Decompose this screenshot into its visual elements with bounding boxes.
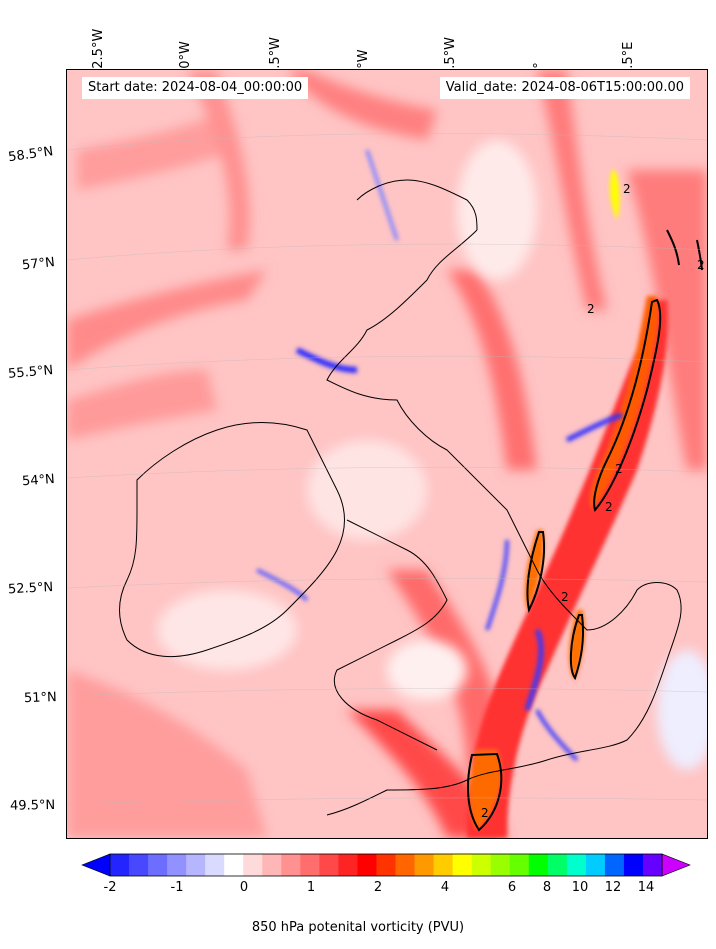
colorbar-tick-label: 12 (604, 880, 622, 895)
colorbar-ticks: -2 -1 0 1 2 4 6 8 10 12 14 (0, 880, 716, 900)
colorbar (81, 853, 691, 877)
lat-label: 55.5°N (7, 363, 54, 382)
colorbar-swatch (395, 854, 416, 876)
colorbar-tick-label: 0 (239, 880, 249, 895)
colorbar-extend-low (81, 853, 111, 877)
colorbar-tick-label: 10 (571, 880, 589, 895)
colorbar-swatch (262, 854, 282, 876)
colorbar-swatch (243, 854, 263, 876)
colorbar-swatch (376, 854, 397, 876)
colorbar-swatch (110, 854, 130, 876)
colorbar-swatch (642, 854, 663, 876)
colorbar-swatch (471, 854, 492, 876)
colorbar-swatch (338, 854, 358, 876)
colorbar-swatch (585, 854, 606, 876)
pv-contours (467, 229, 703, 832)
lat-label: 58.5°N (7, 144, 55, 166)
colorbar-tick-label: 1 (306, 880, 316, 895)
contour-label: 2 (587, 302, 595, 316)
contour-label: 2 (623, 182, 631, 196)
colorbar-tick-label: 2 (373, 880, 383, 895)
lat-label: 51°N (23, 690, 58, 707)
colorbar-swatch (300, 854, 320, 876)
colorbar-swatch (319, 854, 339, 876)
lat-label: 54°N (21, 472, 56, 490)
pv-negative-streaks (256, 149, 623, 762)
map-panel: 2 2 2 2 2 2 2 (66, 69, 708, 839)
graticule (67, 133, 707, 805)
colorbar-extend-high (661, 853, 691, 877)
lat-label: 49.5°N (9, 798, 56, 814)
colorbar-frame (109, 853, 663, 877)
pv-field-map (67, 70, 707, 838)
lat-label: 52.5°N (7, 580, 54, 598)
colorbar-swatch (490, 854, 511, 876)
colorbar-swatch (167, 854, 187, 876)
colorbar-swatch (129, 854, 149, 876)
colorbar-swatch (205, 854, 225, 876)
colorbar-swatch (604, 854, 625, 876)
colorbar-swatch (623, 854, 644, 876)
colorbar-swatch (414, 854, 435, 876)
colorbar-title: 850 hPa potenital vorticity (PVU) (251, 920, 465, 935)
colorbar-tick-label: -2 (103, 880, 117, 895)
colorbar-swatch (148, 854, 168, 876)
contour-label: 2 (605, 500, 613, 514)
colorbar-swatch (357, 854, 377, 876)
contour-label: 2 (481, 806, 489, 820)
valid-date-label: Valid_date: 2024-08-06T15:00:00.00 (439, 77, 690, 99)
colorbar-tick-label: 8 (542, 880, 552, 895)
colorbar-swatch (566, 854, 587, 876)
contour-label: 2 (697, 258, 705, 272)
colorbar-swatch (433, 854, 454, 876)
colorbar-swatch (528, 854, 549, 876)
colorbar-swatch (452, 854, 473, 876)
colorbar-swatch (509, 854, 530, 876)
colorbar-tick-label: 14 (637, 880, 655, 895)
start-date-label: Start date: 2024-08-04_00:00:00 (82, 77, 309, 99)
pv-low-patches (157, 140, 707, 770)
colorbar-tick-label: 6 (507, 880, 517, 895)
colorbar-swatch (281, 854, 301, 876)
colorbar-swatch (186, 854, 206, 876)
colorbar-swatch (547, 854, 568, 876)
colorbar-tick-label: 4 (440, 880, 450, 895)
colorbar-tick-label: -1 (170, 880, 184, 895)
contour-label: 2 (561, 590, 569, 604)
contour-label: 2 (615, 462, 623, 476)
lat-label: 57°N (21, 255, 56, 274)
coastlines (119, 179, 682, 816)
colorbar-swatch (224, 854, 244, 876)
pv-swaths (67, 70, 707, 838)
